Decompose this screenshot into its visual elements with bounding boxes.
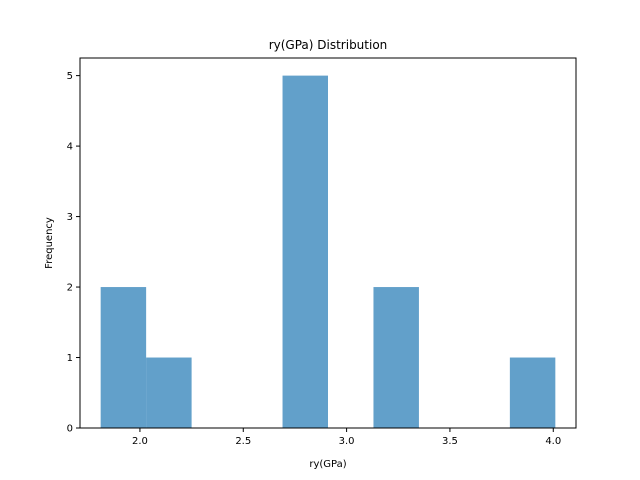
x-tick-label: 4.0 — [545, 436, 561, 447]
plot-frame — [79, 57, 577, 429]
x-axis-label: ry(GPa) — [309, 459, 346, 470]
x-tick-label: 3.5 — [442, 436, 458, 447]
chart-title: ry(GPa) Distribution — [269, 38, 388, 52]
x-tick-label: 3.0 — [339, 436, 355, 447]
y-tick-label: 2 — [67, 283, 73, 294]
x-tick-label: 2.5 — [235, 436, 251, 447]
histogram-bar — [146, 357, 192, 428]
histogram-bar — [282, 75, 328, 428]
y-tick-label: 3 — [67, 212, 73, 223]
y-tick-label: 5 — [67, 71, 73, 82]
y-tick-label: 1 — [67, 353, 73, 364]
x-axis-ticks: 2.0 2.5 3.0 3.5 4.0 — [132, 428, 561, 447]
y-axis-ticks: 0 1 2 3 4 5 — [67, 71, 80, 435]
histogram-bar — [509, 357, 556, 428]
y-tick-label: 0 — [67, 424, 73, 435]
x-tick-label: 2.0 — [132, 436, 148, 447]
histogram-bar — [373, 287, 419, 428]
y-axis-label: Frequency — [44, 217, 55, 269]
histogram-bar — [100, 287, 147, 428]
y-tick-label: 4 — [67, 142, 73, 153]
bars-group — [100, 75, 556, 428]
